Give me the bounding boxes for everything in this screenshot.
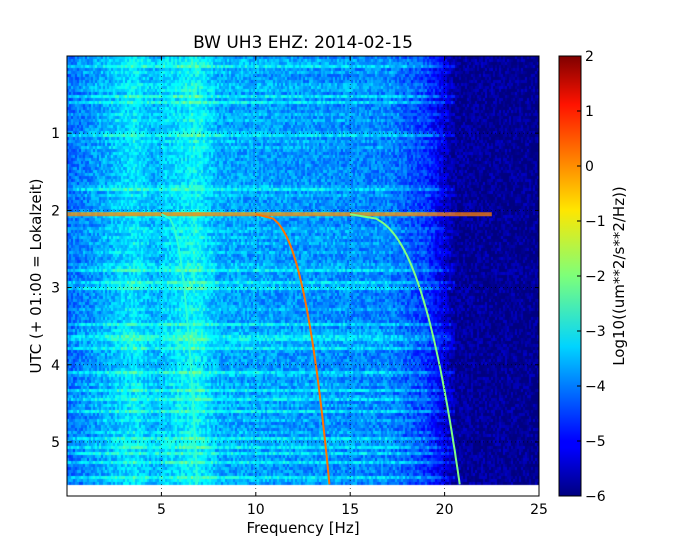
plot-area: 5 10 15 20 25 1 2 3 4 5 [51,55,548,518]
x-tick-label: 10 [247,502,265,518]
colorbar-tick-label: −3 [585,324,606,340]
colorbar-label: Log10((um**2/s**2/Hz)) [610,186,628,366]
y-tick-label: 5 [51,435,60,451]
colorbar-tick-label: −6 [585,489,606,505]
y-tick-label: 3 [51,281,60,297]
sweep-layer [67,212,492,485]
sweep-mid [255,213,331,485]
sweep-low [160,213,199,485]
sweep-high [350,213,461,485]
x-tick-label: 25 [530,502,548,518]
y-axis-ticks: 1 2 3 4 5 [51,126,539,451]
chart-title: BW UH3 EHZ: 2014-02-15 [193,33,413,53]
colorbar-tick-label: 1 [585,104,594,120]
colorbar: 2 1 0 −1 −2 −3 −4 −5 −6 Log10((um**2/s**2/Hz)) [558,49,628,505]
colorbar-tick-label: −5 [585,434,606,450]
y-tick-label: 1 [51,126,60,142]
colorbar-tick-label: −2 [585,269,606,285]
y-axis-label: UTC (+ 01:00 = Lokalzeit) [27,178,45,373]
x-tick-label: 5 [157,502,166,518]
y-tick-label: 2 [51,203,60,219]
colorbar-tick-label: −4 [585,379,606,395]
x-axis-ticks: 5 10 15 20 25 [157,56,548,518]
spectrogram-image [67,56,539,496]
x-tick-label: 15 [341,502,359,518]
event-band [67,212,492,217]
plot-frame [66,55,540,497]
colorbar-tick-label: −1 [585,214,606,230]
y-tick-label: 4 [51,358,60,374]
colorbar-ticks: 2 1 0 −1 −2 −3 −4 −5 −6 [577,49,606,505]
x-tick-label: 20 [436,502,454,518]
x-axis-label: Frequency [Hz] [246,519,359,537]
colorbar-tick-label: 2 [585,49,594,65]
colorbar-tick-label: 0 [585,159,594,175]
